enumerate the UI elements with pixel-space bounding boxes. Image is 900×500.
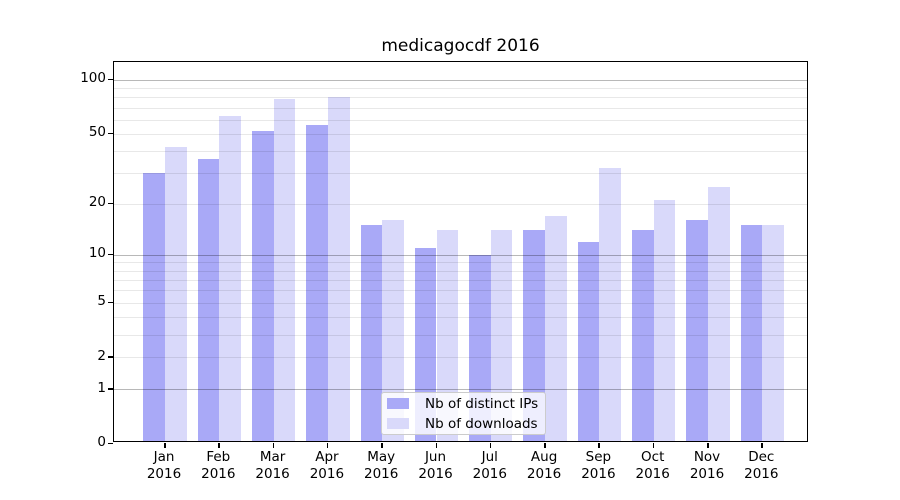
x-tick-feb bbox=[218, 443, 220, 448]
bar-downloads-jan bbox=[165, 147, 187, 441]
y-tick-100 bbox=[108, 78, 113, 81]
x-tick-nov bbox=[707, 443, 709, 448]
bar-distinct-ips-dec bbox=[740, 225, 763, 441]
minor-gridline-70 bbox=[114, 107, 807, 109]
bar-distinct-ips-oct bbox=[632, 230, 654, 441]
x-tick-label-apr: Apr 2016 bbox=[309, 449, 345, 482]
y-tick-label-1: 1 bbox=[97, 379, 106, 396]
minor-gridline-6 bbox=[114, 290, 807, 292]
x-tick-oct bbox=[652, 443, 655, 448]
legend-swatch-distinct-ips bbox=[387, 398, 409, 409]
bar-downloads-nov bbox=[708, 186, 730, 441]
y-tick-50 bbox=[108, 132, 113, 135]
x-tick-label-jan: Jan 2016 bbox=[146, 449, 182, 482]
minor-gridline-5 bbox=[114, 302, 807, 304]
bar-downloads-oct bbox=[653, 200, 676, 441]
bar-distinct-ips-apr bbox=[306, 125, 328, 441]
minor-gridline-80 bbox=[114, 97, 807, 99]
minor-gridline-40 bbox=[114, 150, 807, 152]
x-tick-apr bbox=[326, 443, 329, 448]
x-tick-label-mar: Mar 2016 bbox=[255, 449, 290, 482]
legend-item-downloads: Nb of downloads bbox=[387, 415, 545, 432]
bar-distinct-ips-may bbox=[360, 225, 383, 441]
minor-gridline-7 bbox=[114, 279, 807, 281]
major-gridline-1 bbox=[114, 389, 807, 391]
x-tick-label-dec: Dec 2016 bbox=[744, 449, 779, 482]
bar-downloads-aug bbox=[545, 215, 567, 441]
bar-downloads-jun bbox=[436, 230, 459, 441]
bar-downloads-sep bbox=[599, 168, 622, 441]
y-tick-label-20: 20 bbox=[88, 194, 106, 211]
x-tick-aug bbox=[544, 443, 546, 448]
legend-item-distinct-ips: Nb of distinct IPs bbox=[387, 395, 545, 412]
chart-title: medicagocdf 2016 bbox=[381, 36, 540, 56]
x-tick-sep bbox=[598, 443, 600, 448]
bar-downloads-dec bbox=[762, 225, 784, 441]
x-tick-jun bbox=[435, 443, 437, 448]
y-tick-2 bbox=[108, 356, 113, 358]
x-tick-dec bbox=[761, 443, 763, 448]
minor-gridline-3 bbox=[114, 334, 807, 336]
legend-swatch-downloads bbox=[387, 418, 409, 429]
minor-gridline-50 bbox=[114, 133, 807, 135]
bar-distinct-ips-mar bbox=[251, 130, 274, 441]
bar-downloads-may bbox=[382, 220, 404, 441]
x-tick-mar bbox=[272, 443, 275, 448]
x-tick-label-feb: Feb 2016 bbox=[201, 449, 236, 482]
minor-gridline-9 bbox=[114, 262, 807, 264]
x-tick-label-may: May 2016 bbox=[364, 449, 399, 482]
y-tick-20 bbox=[108, 202, 113, 205]
minor-gridline-2 bbox=[114, 357, 807, 359]
x-tick-jul bbox=[489, 443, 492, 448]
x-tick-may bbox=[381, 443, 383, 448]
bar-downloads-mar bbox=[273, 99, 296, 441]
legend-label-downloads: Nb of downloads bbox=[425, 415, 538, 432]
x-tick-label-jun: Jun 2016 bbox=[418, 449, 453, 482]
minor-gridline-90 bbox=[114, 88, 807, 90]
plot-area bbox=[113, 61, 808, 442]
y-tick-10 bbox=[108, 253, 113, 256]
bar-distinct-ips-jan bbox=[143, 173, 165, 441]
bar-distinct-ips-aug bbox=[523, 230, 546, 441]
bar-downloads-feb bbox=[219, 115, 241, 441]
legend-label-distinct-ips: Nb of distinct IPs bbox=[425, 395, 539, 412]
minor-gridline-30 bbox=[114, 173, 807, 175]
y-tick-1 bbox=[108, 388, 113, 390]
minor-gridline-20 bbox=[114, 203, 807, 205]
bar-downloads-apr bbox=[327, 97, 350, 441]
minor-gridline-60 bbox=[114, 119, 807, 121]
bar-distinct-ips-nov bbox=[686, 220, 708, 441]
y-tick-5 bbox=[108, 301, 113, 304]
minor-gridline-8 bbox=[114, 270, 807, 272]
x-tick-label-jul: Jul 2016 bbox=[472, 449, 507, 482]
y-tick-label-0: 0 bbox=[97, 434, 106, 450]
minor-gridline-4 bbox=[114, 317, 807, 318]
y-tick-label-10: 10 bbox=[88, 245, 106, 262]
x-tick-label-oct: Oct 2016 bbox=[635, 449, 670, 482]
y-tick-label-2: 2 bbox=[97, 347, 106, 364]
legend: Nb of distinct IPs Nb of downloads bbox=[381, 392, 546, 435]
y-tick-0 bbox=[108, 442, 113, 444]
y-tick-label-5: 5 bbox=[97, 293, 106, 310]
bar-downloads-jul bbox=[490, 230, 513, 441]
major-gridline-10 bbox=[114, 254, 807, 256]
bar-distinct-ips-sep bbox=[577, 241, 600, 441]
y-tick-label-50: 50 bbox=[88, 124, 106, 141]
major-gridline-100 bbox=[114, 79, 807, 81]
x-tick-label-aug: Aug 2016 bbox=[526, 449, 562, 482]
x-tick-label-sep: Sep 2016 bbox=[581, 449, 616, 482]
y-tick-label-100: 100 bbox=[80, 70, 106, 87]
x-tick-jan bbox=[164, 443, 166, 448]
x-tick-label-nov: Nov 2016 bbox=[689, 449, 725, 482]
bar-distinct-ips-feb bbox=[197, 159, 220, 441]
